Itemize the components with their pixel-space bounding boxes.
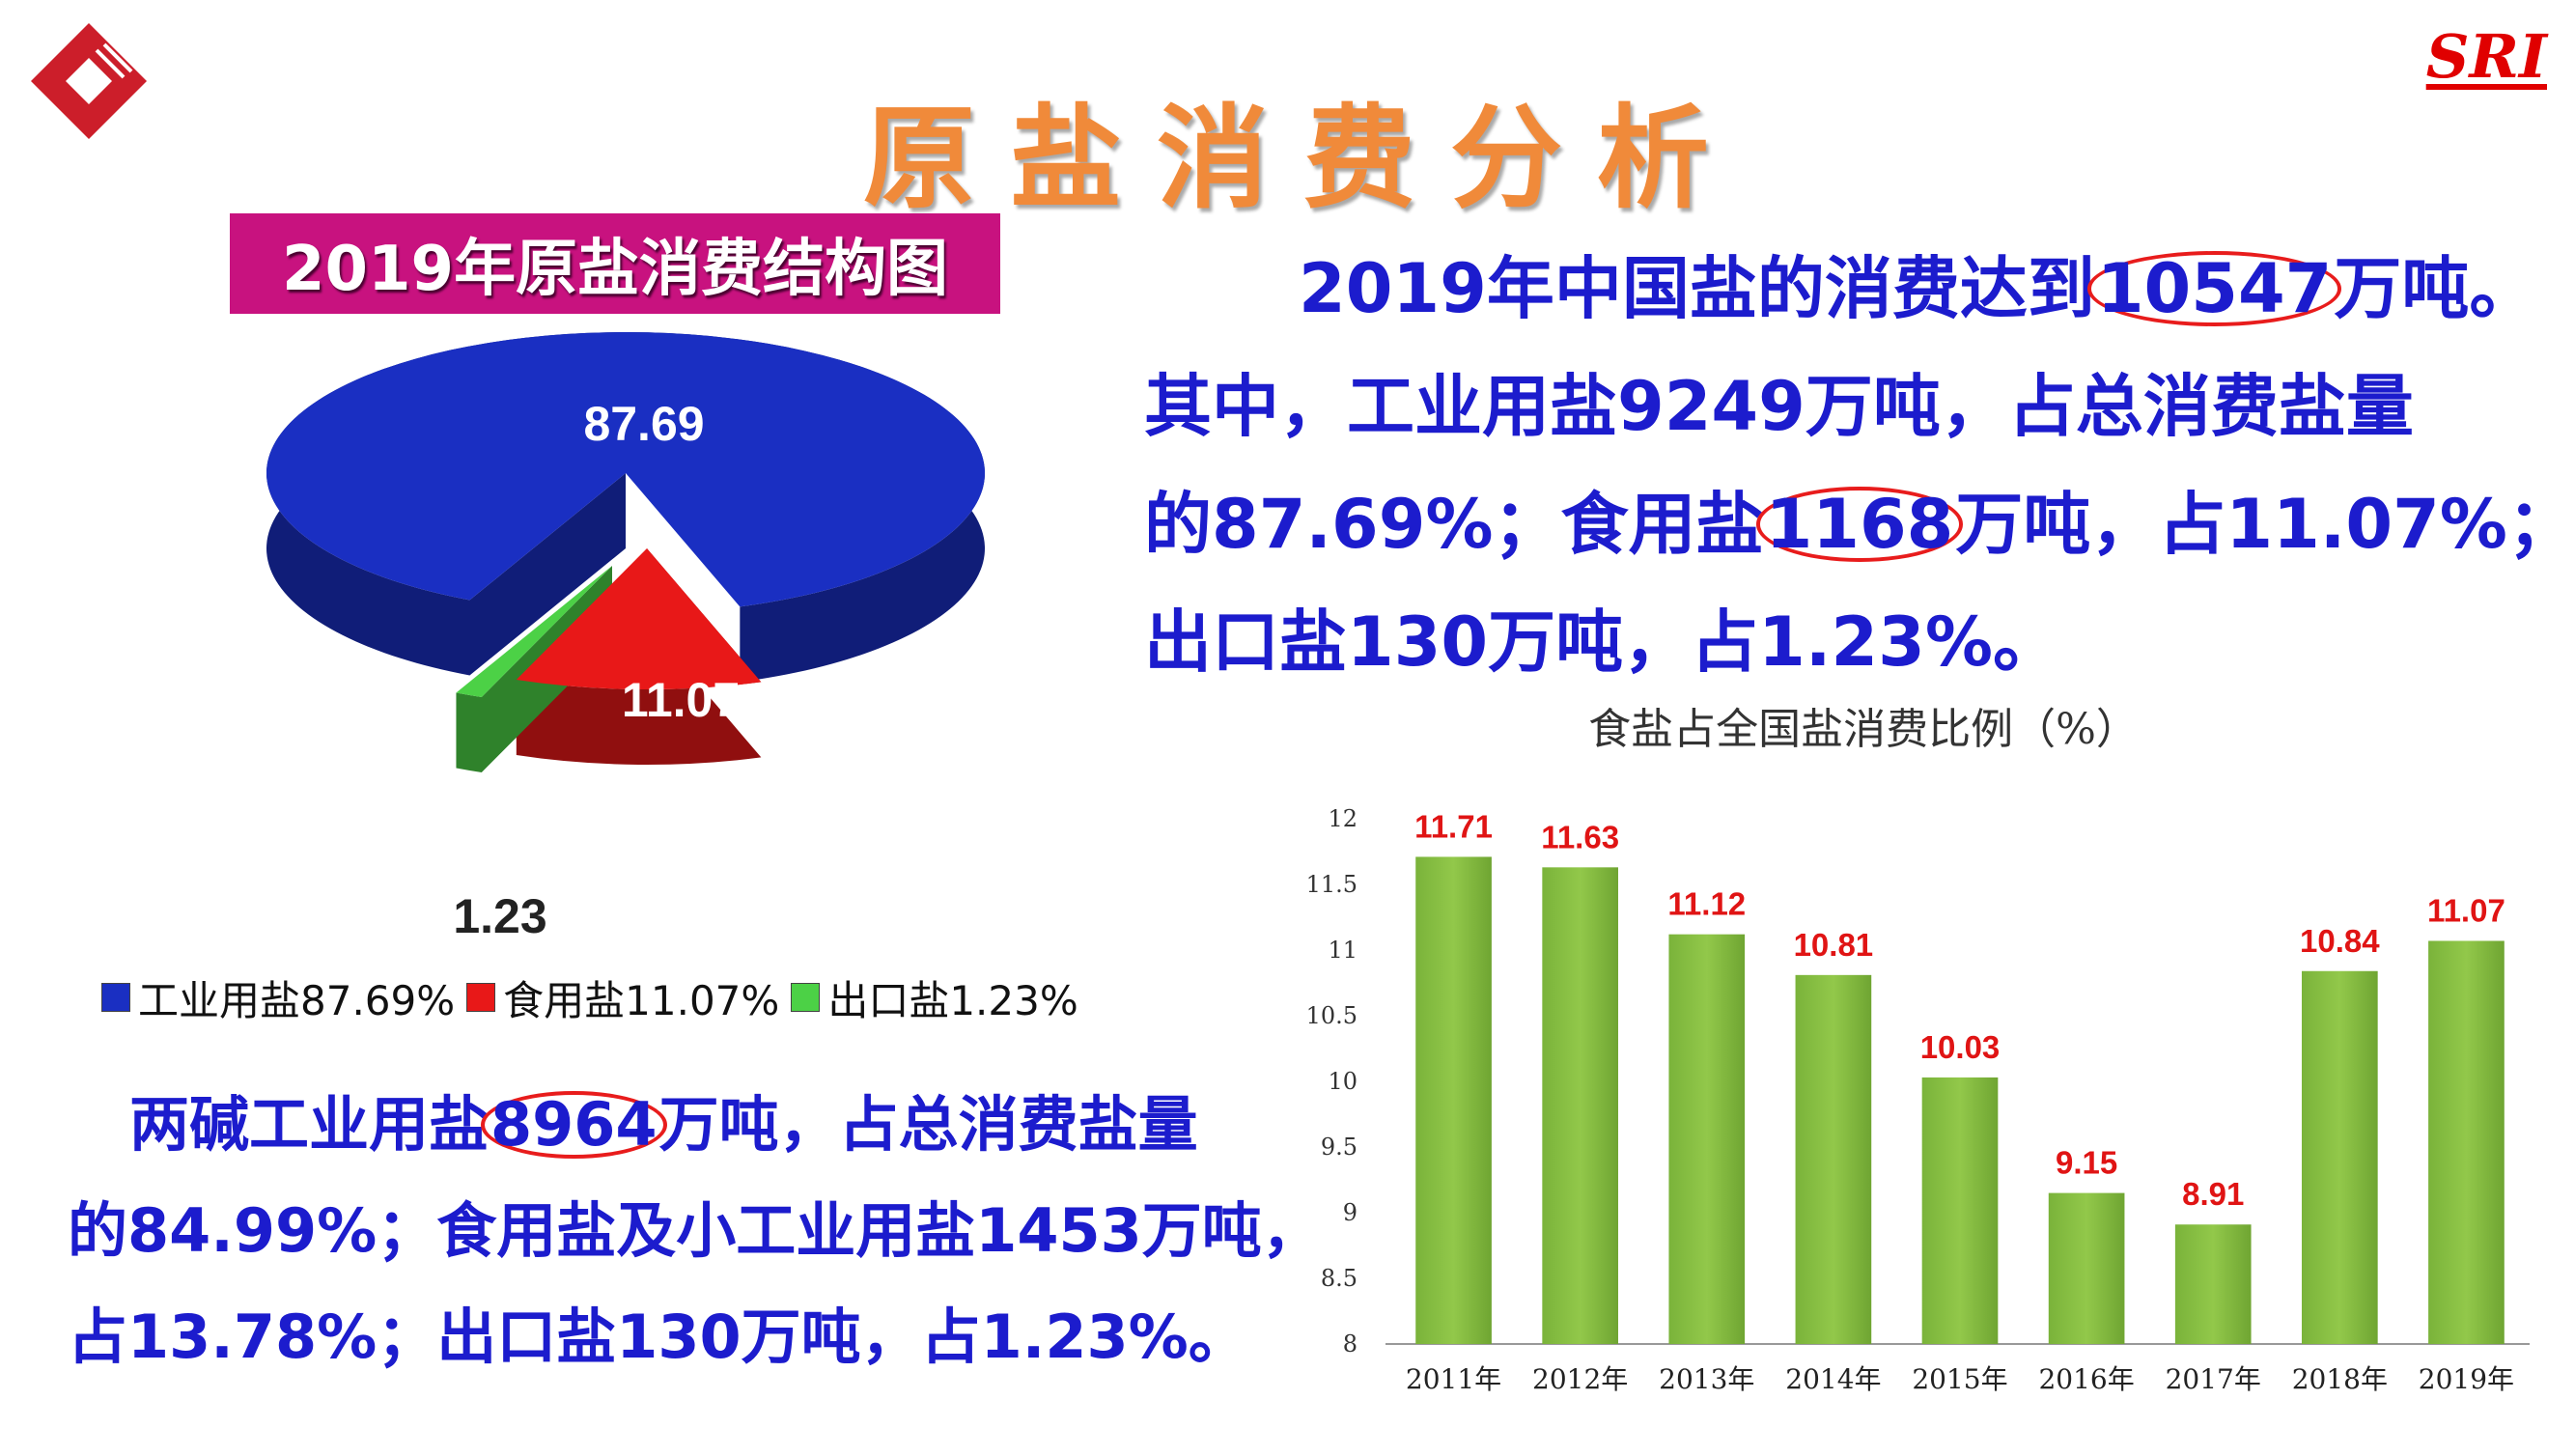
data-label: 10.03 bbox=[1920, 1029, 2001, 1065]
highlight-food-salt: 1168 bbox=[1755, 487, 1964, 562]
data-label: 10.81 bbox=[1794, 927, 1874, 963]
pie-slice-export bbox=[456, 566, 612, 698]
bar-2019年 bbox=[2428, 940, 2505, 1344]
x-tick-label: 2017年 bbox=[2166, 1363, 2261, 1395]
y-tick-label: 8.5 bbox=[1321, 1265, 1357, 1292]
x-tick-label: 2016年 bbox=[2038, 1363, 2134, 1395]
legend-item-industrial: 工业用盐87.69% bbox=[101, 968, 455, 1027]
x-tick-label: 2012年 bbox=[1532, 1363, 1628, 1395]
highlight-total: 10547 bbox=[2086, 251, 2342, 326]
alkali-line-2: 的84.99%；食用盐及小工业用盐1453万吨， bbox=[68, 1195, 1322, 1266]
y-tick-label: 9.5 bbox=[1321, 1134, 1357, 1161]
bar-2017年 bbox=[2174, 1224, 2252, 1344]
pie-label-industrial: 87.69 bbox=[583, 397, 704, 451]
pie-slice-food-side bbox=[516, 548, 762, 765]
data-label: 8.91 bbox=[2182, 1176, 2244, 1212]
bar-2012年 bbox=[1542, 867, 1618, 1344]
data-label: 11.07 bbox=[2427, 892, 2505, 928]
summary-paragraph-national: 2019年中国盐的消费达到10547万吨。 其中，工业用盐9249万吨，占总消费… bbox=[1144, 230, 2575, 701]
bar-2014年 bbox=[1795, 974, 1872, 1344]
x-tick-label: 2014年 bbox=[1785, 1363, 1881, 1395]
data-label: 11.12 bbox=[1667, 886, 1746, 922]
legend-label: 工业用盐87.69% bbox=[138, 976, 456, 1024]
pie-legend: 工业用盐87.69% 食用盐11.07% 出口盐1.23% bbox=[101, 970, 1090, 1024]
x-tick-label: 2013年 bbox=[1659, 1363, 1754, 1395]
pie-slice-industrial bbox=[266, 331, 985, 607]
legend-label: 食用盐11.07% bbox=[503, 976, 780, 1024]
pie-label-export: 1.23 bbox=[453, 889, 546, 943]
legend-swatch-blue bbox=[101, 983, 130, 1012]
legend-swatch-green bbox=[791, 983, 821, 1012]
y-tick-label: 11.5 bbox=[1306, 871, 1357, 898]
y-tick-label: 12 bbox=[1328, 805, 1357, 832]
summary-paragraph-alkali: 两碱工业用盐8964万吨，占总消费盐量 的84.99%；食用盐及小工业用盐145… bbox=[68, 1072, 1322, 1390]
data-label: 11.71 bbox=[1414, 808, 1493, 844]
bar-2015年 bbox=[1921, 1077, 1999, 1344]
bar-chart: 食盐占全国盐消费比例（%） 8 8.5 9 9.5 10 10.5 11 11.5 12 11.… bbox=[1306, 705, 2530, 1395]
legend-label: 出口盐1.23% bbox=[827, 976, 1078, 1024]
summary-line-2: 其中，工业用盐9249万吨，占总消费盐量 bbox=[1144, 367, 2414, 446]
bar-2018年 bbox=[2302, 970, 2378, 1344]
legend-swatch-red bbox=[466, 983, 496, 1012]
brand-mark: SRI bbox=[2425, 21, 2547, 92]
summary-line-1: 2019年中国盐的消费达到10547万吨。 bbox=[1299, 249, 2537, 328]
pie-slice-food bbox=[516, 548, 762, 689]
bar-chart-title: 食盐占全国盐消费比例（%） bbox=[1588, 705, 2139, 754]
x-tick-label: 2015年 bbox=[1912, 1363, 2007, 1395]
bar-2013年 bbox=[1668, 934, 1746, 1344]
legend-item-food: 食用盐11.07% bbox=[466, 968, 779, 1027]
data-label: 10.84 bbox=[2300, 923, 2380, 959]
bar-2011年 bbox=[1415, 856, 1492, 1344]
page-title: 原盐消费分析 bbox=[863, 94, 1744, 224]
pie-chart: 87.69 11.07 1.23 bbox=[266, 331, 985, 943]
y-tick-label: 11 bbox=[1328, 937, 1357, 964]
pie-title-banner: 2019年原盐消费结构图 bbox=[230, 213, 1000, 314]
x-tick-label: 2011年 bbox=[1406, 1363, 1501, 1395]
legend-item-export: 出口盐1.23% bbox=[791, 968, 1078, 1027]
pie-label-food: 11.07 bbox=[622, 673, 740, 727]
x-tick-label: 2019年 bbox=[2419, 1363, 2514, 1395]
summary-line-3: 的87.69%；食用盐1168万吨，占11.07%； bbox=[1144, 485, 2575, 564]
y-tick-label: 10 bbox=[1328, 1068, 1357, 1095]
x-tick-label: 2018年 bbox=[2292, 1363, 2388, 1395]
company-logo-icon bbox=[31, 23, 147, 139]
highlight-alkali: 8964 bbox=[481, 1091, 667, 1159]
data-label: 11.63 bbox=[1541, 819, 1619, 854]
pie-chart-title: 2019年原盐消费结构图 bbox=[281, 234, 949, 305]
y-tick-label: 8 bbox=[1343, 1330, 1357, 1358]
data-label: 9.15 bbox=[2056, 1145, 2117, 1181]
y-tick-label: 10.5 bbox=[1306, 1002, 1357, 1029]
y-tick-label: 9 bbox=[1343, 1199, 1357, 1226]
summary-line-4: 出口盐130万吨，占1.23%。 bbox=[1144, 602, 2060, 682]
alkali-line-3: 占13.78%；出口盐130万吨，占1.23%。 bbox=[68, 1302, 1248, 1372]
bar-2016年 bbox=[2048, 1192, 2125, 1344]
alkali-line-1: 两碱工业用盐8964万吨，占总消费盐量 bbox=[129, 1089, 1198, 1160]
